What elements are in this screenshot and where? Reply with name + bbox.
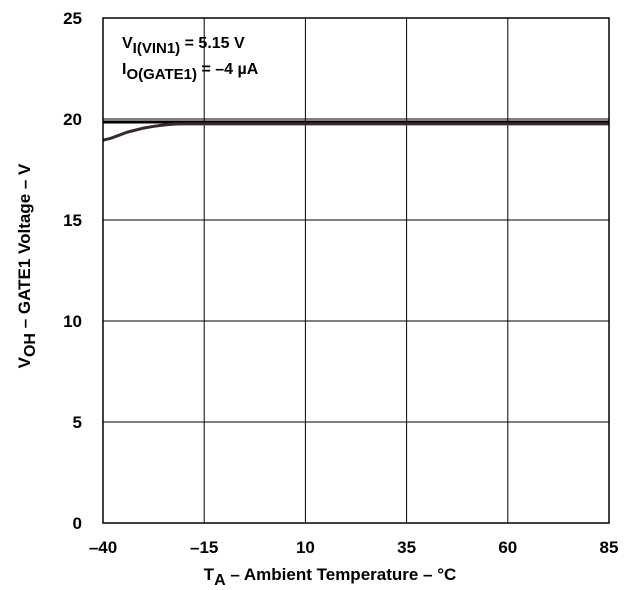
series-line-0 [102, 122, 609, 142]
y-tick-label-3: 15 [63, 211, 82, 230]
y-axis-label-rest: – GATE1 Voltage – V [15, 163, 34, 333]
x-tick-label-2: 10 [296, 538, 315, 557]
annotation-iout-rest: = –4 µA [197, 61, 259, 78]
x-axis-label-sub: A [214, 572, 226, 589]
y-tick-label-2: 10 [63, 312, 82, 331]
annotation-iout-main: I [122, 61, 126, 78]
annotation-vin-rest: = 5.15 V [180, 35, 245, 52]
y-tick-label-5: 25 [63, 9, 82, 28]
x-axis-label-main: T [204, 565, 215, 584]
y-axis-label-sub: OH [22, 333, 39, 357]
annotation-iout-sub: O(GATE1) [126, 66, 197, 83]
y-tick-label-1: 5 [73, 413, 82, 432]
x-tick-label-0: –40 [89, 538, 117, 557]
y-tick-labels: 0 5 10 15 20 25 [63, 9, 82, 533]
x-tick-label-1: –15 [190, 538, 218, 557]
x-axis-label-rest: – Ambient Temperature – °C [226, 565, 457, 584]
annotation-vin-main: V [122, 35, 133, 52]
y-tick-label-4: 20 [63, 110, 82, 129]
x-axis-label: TA – Ambient Temperature – °C [204, 565, 457, 589]
series-group [102, 122, 609, 142]
plot-frame [102, 17, 610, 524]
y-axis-label: VOH – GATE1 Voltage – V [15, 163, 39, 368]
annotation-vin: VI(VIN1) = 5.15 V [122, 35, 245, 57]
annotation-iout: IO(GATE1) = –4 µA [122, 61, 259, 83]
x-tick-label-4: 60 [498, 538, 517, 557]
annotation-vin-sub: I(VIN1) [133, 40, 181, 57]
y-tick-label-0: 0 [73, 514, 82, 533]
y-axis-label-main: V [15, 356, 34, 368]
x-tick-labels: –40 –15 10 35 60 85 [89, 538, 619, 557]
x-tick-label-3: 35 [397, 538, 416, 557]
x-tick-label-5: 85 [600, 538, 619, 557]
